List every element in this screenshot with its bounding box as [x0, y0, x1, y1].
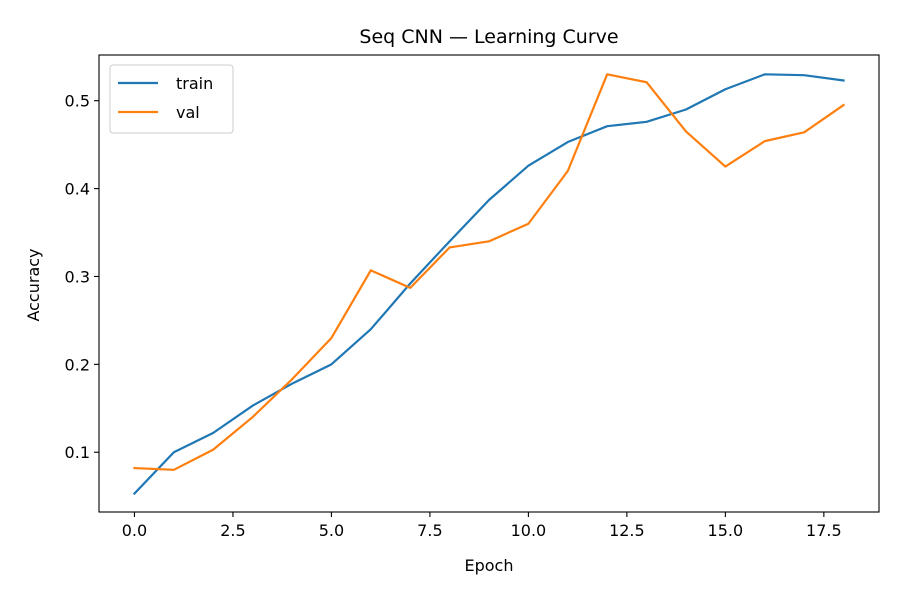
- y-tick-label: 0.3: [65, 267, 90, 286]
- plot-area: 0.0 2.5 5.0 7.5 10.0 12.5 15.0 17.5 0.1 0.2 0.3 0.4…: [65, 54, 880, 540]
- y-tick-label: 0.5: [65, 92, 90, 111]
- x-tick-label: 7.5: [417, 521, 442, 540]
- x-axis-label: Epoch: [465, 556, 514, 575]
- series-line-val: [133, 73, 846, 471]
- x-tick-label: 0.0: [122, 521, 147, 540]
- x-tick-label: 2.5: [220, 521, 245, 540]
- x-tick-label: 5.0: [319, 521, 344, 540]
- y-tick-label: 0.2: [65, 355, 90, 374]
- y-tick-label: 0.1: [65, 443, 90, 462]
- axes-frame: [98, 54, 880, 513]
- x-tick-label: 10.0: [511, 521, 547, 540]
- legend: train val: [109, 64, 234, 134]
- legend-label-train: train: [176, 74, 213, 93]
- y-tick-label: 0.4: [65, 180, 90, 199]
- x-tick-label: 12.5: [609, 521, 645, 540]
- chart-title: Seq CNN — Learning Curve: [359, 26, 618, 48]
- x-tick-label: 17.5: [806, 521, 842, 540]
- y-axis-label: Accuracy: [24, 248, 43, 321]
- legend-box: [109, 64, 234, 134]
- x-tick-label: 15.0: [708, 521, 744, 540]
- series-line-train: [132, 73, 845, 496]
- legend-label-val: val: [176, 103, 200, 122]
